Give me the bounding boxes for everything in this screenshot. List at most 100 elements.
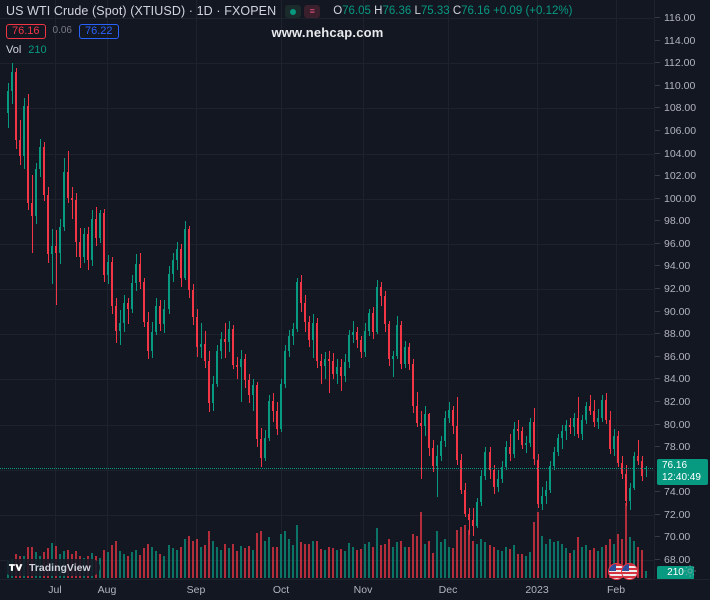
candle-body — [95, 218, 97, 239]
candle-body — [316, 322, 318, 362]
legend-row-symbol: US WTI Crude (Spot) (XTIUSD) · 1D · FXOP… — [6, 3, 572, 20]
volume-bar — [304, 543, 306, 578]
current-price-badge[interactable]: 76.16 12:40:49 — [657, 459, 708, 485]
gridline-horizontal — [0, 289, 655, 290]
time-axis-tick[interactable]: Feb — [606, 584, 626, 596]
ask-price-box[interactable]: 76.22 — [79, 23, 119, 39]
candle-wick — [241, 349, 242, 402]
time-axis-tick[interactable]: Jul — [48, 584, 62, 596]
volume-bar — [629, 537, 631, 578]
volume-bar — [208, 531, 210, 578]
time-axis[interactable]: Jul Aug Sep Oct Nov Dec 2023 Feb — [0, 579, 710, 600]
price-axis[interactable]: 76.16 12:40:49 210 116.00 114.00 112.00 110… — [654, 0, 710, 580]
candle-body — [292, 328, 294, 337]
tradingview-branding[interactable]: TradingView — [4, 559, 100, 576]
volume-bar — [111, 545, 113, 578]
chart-plot-area[interactable] — [0, 0, 655, 580]
time-axis-tick[interactable]: Oct — [272, 584, 290, 596]
volume-bar — [260, 530, 262, 578]
candle-body — [601, 399, 603, 418]
volume-bar — [448, 546, 450, 578]
candle-body — [87, 233, 89, 260]
symbol-title[interactable]: US WTI Crude (Spot) (XTIUSD) · 1D · FXOP… — [6, 4, 277, 19]
candle-body — [493, 469, 495, 487]
us-flag-event-icon[interactable] — [608, 563, 625, 580]
candle-wick — [329, 351, 330, 393]
candle-body — [440, 441, 442, 457]
price-axis-tick: 86.00 — [655, 350, 710, 364]
candle-body — [529, 422, 531, 443]
chart-gridlines — [0, 0, 655, 580]
spread-value: 0.06 — [52, 25, 72, 36]
gridline-horizontal — [0, 334, 655, 335]
economic-event-markers[interactable] — [608, 563, 638, 580]
volume-bar — [292, 545, 294, 578]
time-axis-tick[interactable]: Aug — [97, 584, 117, 596]
volume-bar — [480, 539, 482, 578]
volume-bar — [573, 549, 575, 578]
candle-body — [304, 302, 306, 322]
candle-body — [484, 451, 486, 477]
candle-body — [83, 233, 85, 258]
volume-bar — [324, 549, 326, 578]
candle-body — [220, 338, 222, 352]
candle-wick — [56, 230, 57, 305]
eye-visibility-icon[interactable] — [285, 5, 302, 18]
volume-bar — [468, 529, 470, 578]
price-axis-tick: 102.00 — [655, 169, 710, 183]
candle-body — [380, 286, 382, 296]
volume-bar — [340, 549, 342, 578]
candle-body — [280, 383, 282, 429]
volume-badge[interactable]: 210 — [657, 566, 694, 580]
volume-bar — [348, 543, 350, 578]
series-settings-icon[interactable]: ≡ — [304, 5, 321, 18]
volume-bar — [513, 545, 515, 578]
candle-body — [91, 218, 93, 260]
time-axis-tick[interactable]: 2023 — [525, 584, 549, 596]
candle-body — [151, 331, 153, 352]
volume-bar — [404, 547, 406, 578]
volume-bar — [316, 541, 318, 578]
gridline-vertical — [616, 0, 617, 580]
candle-body — [448, 409, 450, 418]
candle-wick — [393, 351, 394, 378]
candle-body — [216, 351, 218, 384]
candle-body — [184, 229, 186, 278]
gridline-vertical — [107, 0, 108, 580]
us-flag-event-icon[interactable] — [621, 563, 638, 580]
candle-body — [43, 146, 45, 196]
volume-bar — [597, 550, 599, 578]
bid-price-box[interactable]: 76.16 — [6, 23, 46, 39]
candle-body — [224, 338, 226, 343]
candle-body — [59, 226, 61, 253]
gear-icon[interactable] — [683, 564, 697, 578]
candle-body — [521, 431, 523, 445]
price-axis-tick: 108.00 — [655, 101, 710, 115]
candle-body — [111, 261, 113, 306]
volume-bar — [384, 543, 386, 578]
price-axis-tick: 70.00 — [655, 530, 710, 544]
candle-body — [51, 246, 53, 254]
volume-bar — [557, 540, 559, 578]
volume-bar — [188, 535, 190, 578]
candle-body — [452, 409, 454, 426]
time-axis-tick[interactable]: Dec — [438, 584, 458, 596]
time-axis-tick[interactable]: Sep — [186, 584, 206, 596]
candle-body — [103, 213, 105, 276]
volume-label[interactable]: Vol — [6, 44, 22, 56]
volume-bar — [577, 537, 579, 578]
volume-bar — [529, 552, 531, 578]
volume-bar — [212, 540, 214, 578]
candle-body — [63, 171, 65, 227]
candle-body — [416, 406, 418, 424]
volume-bar — [320, 548, 322, 578]
volume-bar — [308, 544, 310, 578]
time-axis-tick[interactable]: Nov — [353, 584, 373, 596]
volume-bar — [220, 549, 222, 578]
gridline-horizontal — [0, 244, 655, 245]
candle-wick — [128, 298, 129, 324]
price-axis-tick: 84.00 — [655, 372, 710, 386]
candle-body — [541, 495, 543, 504]
volume-bar — [432, 553, 434, 578]
